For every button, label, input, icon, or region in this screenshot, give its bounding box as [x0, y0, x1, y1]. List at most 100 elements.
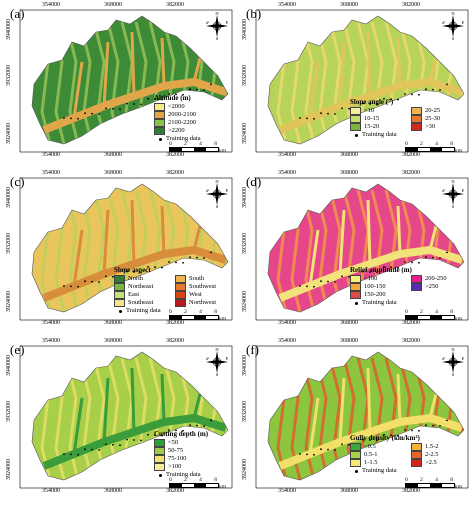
legend-item: >30 — [411, 123, 468, 131]
legend-label: East — [128, 291, 140, 298]
legend-swatch — [154, 447, 165, 455]
scale-bar-graphic — [169, 315, 219, 320]
training-point — [383, 265, 385, 268]
legend-item: >250 — [411, 283, 468, 291]
x-coordinate-label: 354000 — [42, 152, 60, 158]
legend-item: <2000 — [154, 103, 230, 111]
training-point — [70, 117, 72, 120]
compass-label: N — [215, 180, 219, 184]
legend-training-data: Training data — [350, 299, 468, 307]
training-point — [154, 266, 156, 269]
legend-swatch — [114, 291, 125, 299]
map-panel-5: (e) 354000 354000 368000 368000 382000 382000 3… — [4, 338, 234, 498]
training-point — [182, 261, 184, 264]
legend-item: 2000-2100 — [154, 111, 230, 119]
training-point — [133, 271, 135, 273]
legend-swatch — [154, 111, 165, 119]
legend-label: 15-20 — [364, 123, 380, 130]
scale-bar: 0 2 4 8 km — [405, 141, 465, 155]
legend-item: >100 — [154, 463, 230, 471]
compass-label: E — [462, 20, 464, 25]
legend-label: 75-100 — [168, 455, 187, 462]
legend-item: 1-1.5 — [350, 459, 407, 467]
x-coordinate-label: 354000 — [42, 488, 60, 494]
x-coordinate-label: 354000 — [42, 320, 60, 326]
training-point — [320, 112, 322, 115]
compass-label: S — [216, 204, 219, 208]
compass-label: E — [226, 20, 228, 25]
training-point — [432, 424, 434, 427]
map-panel-1: (a) 354000 354000 368000 368000 382000 382000 3… — [4, 2, 234, 162]
training-point — [140, 271, 142, 274]
map-canvas — [19, 9, 233, 153]
legend-swatch — [350, 459, 361, 467]
scale-tick-label: 4 — [199, 309, 202, 315]
training-point — [161, 266, 163, 269]
legend-label: 10-15 — [364, 115, 380, 122]
training-point — [98, 113, 100, 115]
training-point — [334, 449, 336, 451]
training-point — [390, 98, 392, 101]
training-point — [299, 453, 301, 455]
training-point — [397, 266, 399, 269]
training-point — [210, 83, 212, 86]
legend-label: South — [189, 275, 205, 282]
training-label: Training data — [362, 131, 397, 138]
training-point — [425, 88, 427, 91]
x-coordinate-label: 368000 — [104, 2, 122, 8]
training-point — [147, 97, 149, 100]
scale-tick-label: 0 — [405, 141, 408, 147]
map-legend: Cutting depth (m) <50 50-75 75-100 >100 Train… — [154, 430, 230, 479]
training-point — [404, 93, 406, 95]
legend-item: 50-75 — [154, 447, 230, 455]
panel-letter: (e) — [10, 342, 25, 357]
y-coordinate-label: 3924000 — [242, 123, 248, 144]
legend-swatch — [350, 107, 361, 115]
compass-label: E — [462, 188, 464, 193]
legend-item: East — [114, 291, 171, 299]
compass-label: N — [451, 348, 455, 352]
scale-tick-label: 8 — [450, 141, 453, 147]
training-point — [126, 102, 128, 105]
legend-item: 15-20 — [350, 123, 407, 131]
training-point — [313, 117, 315, 120]
scale-unit: km — [219, 484, 227, 490]
training-point — [133, 103, 135, 105]
scale-unit: km — [219, 316, 227, 322]
legend-label: 0.5-1 — [364, 451, 378, 458]
compass-label: E — [226, 188, 228, 193]
training-point — [362, 270, 364, 273]
training-point — [404, 261, 406, 263]
legend-item: 25-30 — [411, 115, 468, 123]
y-coordinate-label: 3924000 — [6, 123, 12, 144]
north-arrow-icon: N S W E — [206, 180, 228, 208]
scale-tick-label: 8 — [214, 477, 217, 483]
training-point — [98, 281, 100, 283]
legend-item: 2100-2200 — [154, 119, 230, 127]
legend-label: >30 — [425, 123, 436, 130]
legend-swatch — [114, 275, 125, 283]
compass-label: N — [215, 348, 219, 352]
training-point — [313, 453, 315, 456]
scale-tick-label: 4 — [199, 141, 202, 147]
compass-label: W — [206, 20, 210, 25]
training-point — [362, 102, 364, 105]
training-point — [63, 285, 65, 287]
training-point — [98, 449, 100, 451]
training-point — [133, 439, 135, 441]
legend-training-data: Training data — [154, 471, 230, 479]
training-point — [362, 438, 364, 441]
scale-tick-label: 2 — [420, 309, 423, 315]
scale-unit: km — [455, 484, 463, 490]
scale-tick-label: 2 — [184, 309, 187, 315]
y-coordinate-label: 3940000 — [6, 19, 12, 40]
training-point — [418, 93, 420, 96]
x-coordinate-label: 354000 — [42, 170, 60, 176]
legend-training-data: Training data — [114, 307, 232, 315]
training-point — [348, 443, 350, 446]
legend-title: Slope aspect — [114, 266, 151, 274]
legend-swatch — [411, 283, 422, 291]
training-point — [147, 265, 149, 268]
map-canvas — [255, 9, 469, 153]
training-point — [320, 280, 322, 283]
